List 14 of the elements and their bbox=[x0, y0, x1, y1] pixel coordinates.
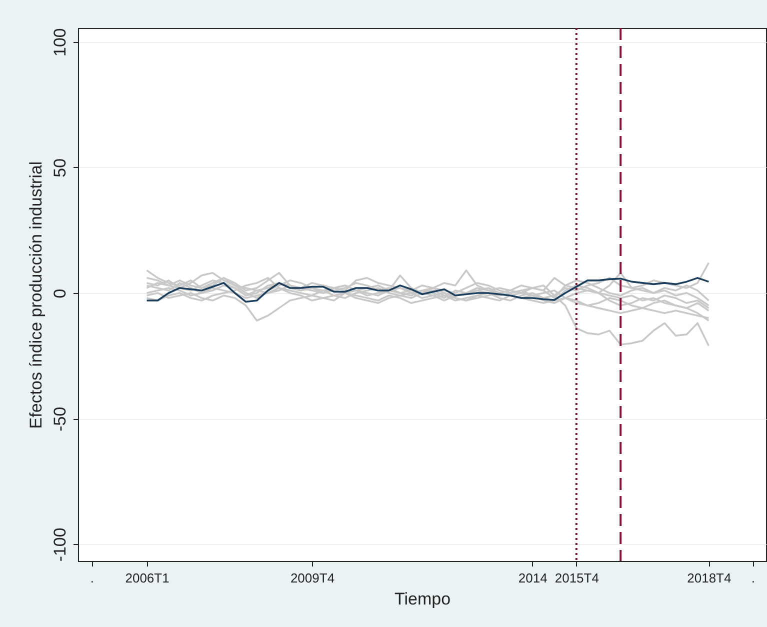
y-axis-title: Efectos índice producción industrial bbox=[26, 161, 46, 429]
x-tick-label: 2018T4 bbox=[687, 570, 732, 586]
x-tick-label: . bbox=[90, 570, 94, 586]
x-tick-label: . bbox=[751, 570, 756, 586]
x-tick-label: 2015T4 bbox=[554, 570, 599, 586]
y-tick-label: -100 bbox=[50, 528, 70, 562]
y-tick-label: -50 bbox=[50, 406, 70, 432]
y-tick-label: 0 bbox=[50, 288, 70, 298]
x-axis-title: Tiempo bbox=[394, 590, 451, 608]
x-tick-label: 2014 bbox=[518, 570, 548, 586]
x-tick-label: 2009T4 bbox=[290, 570, 335, 586]
x-tick-label: 2006T1 bbox=[125, 570, 170, 586]
y-tick-label: 50 bbox=[50, 158, 70, 178]
y-tick-label: 100 bbox=[50, 28, 70, 56]
